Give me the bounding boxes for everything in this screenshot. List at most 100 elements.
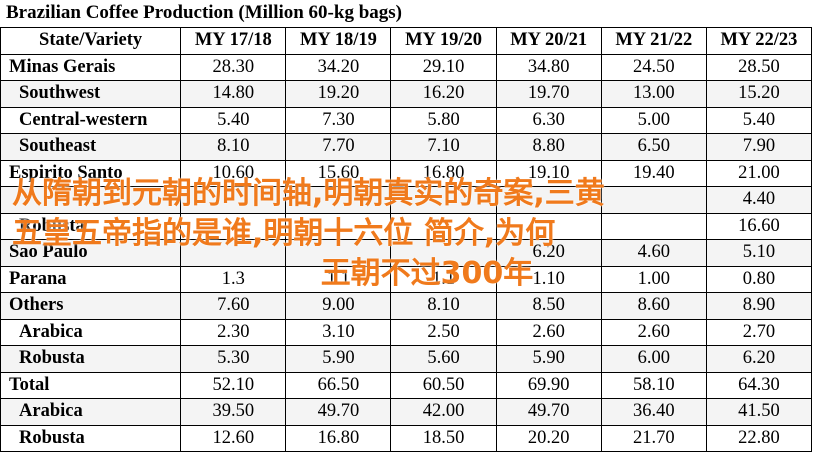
table-row: Espirito Santo 10.60 15.60 16.80 19.10 19.40 2… bbox=[0, 159, 813, 187]
table-cell: 5.10 bbox=[705, 239, 813, 267]
row-label: Others bbox=[0, 292, 182, 320]
row-label: Southwest bbox=[0, 80, 182, 108]
table-cell: 39.50 bbox=[180, 398, 287, 426]
table-cell: 8.80 bbox=[495, 133, 602, 161]
column-header: MY 21/22 bbox=[600, 27, 707, 55]
table-cell: 1.3 bbox=[180, 265, 287, 293]
table-cell: 16.20 bbox=[390, 80, 497, 108]
table-cell: 6.00 bbox=[600, 345, 707, 373]
table-cell: 3.10 bbox=[285, 318, 392, 346]
table-row: Southeast 8.10 7.70 7.10 8.80 6.50 7.90 bbox=[0, 133, 813, 161]
table-row: Total 52.10 66.50 60.50 69.90 58.10 64.30 bbox=[0, 371, 813, 399]
table-cell: 41.50 bbox=[705, 398, 813, 426]
table-row: Central-western 5.40 7.30 5.80 6.30 5.00 5.40 bbox=[0, 106, 813, 134]
table-cell: 1.1 bbox=[285, 265, 392, 293]
table-cell: 5.40 bbox=[705, 106, 813, 134]
table-cell: 19.20 bbox=[285, 80, 392, 108]
row-label: Arabica bbox=[0, 398, 182, 426]
table-cell: 7.70 bbox=[285, 133, 392, 161]
table-cell bbox=[390, 212, 497, 240]
table-cell: 7.90 bbox=[705, 133, 813, 161]
table-cell: 9.00 bbox=[285, 292, 392, 320]
table-title: Brazilian Coffee Production (Million 60-… bbox=[6, 2, 402, 23]
table-cell: 69.90 bbox=[495, 371, 602, 399]
table-cell bbox=[285, 186, 392, 214]
table-cell: 21.70 bbox=[600, 424, 707, 452]
table-cell: 16.60 bbox=[705, 212, 813, 240]
table-cell: 5.90 bbox=[495, 345, 602, 373]
table-cell: 2.60 bbox=[600, 318, 707, 346]
table-cell: 19.40 bbox=[600, 159, 707, 187]
row-label: Robusta bbox=[0, 424, 182, 452]
table-cell: 1.1 bbox=[390, 265, 497, 293]
table-cell: 8.60 bbox=[600, 292, 707, 320]
table-cell: 10.60 bbox=[180, 159, 287, 187]
table-cell: 5.30 bbox=[180, 345, 287, 373]
table-cell: 13.00 bbox=[600, 80, 707, 108]
table-header-row: State/Variety MY 17/18 MY 18/19 MY 19/20… bbox=[0, 27, 813, 55]
coffee-production-table: State/Variety MY 17/18 MY 18/19 MY 19/20… bbox=[0, 27, 813, 452]
column-header: MY 20/21 bbox=[495, 27, 602, 55]
row-label: Minas Gerais bbox=[0, 53, 182, 81]
table-cell: 49.70 bbox=[495, 398, 602, 426]
table-cell: 5.40 bbox=[180, 106, 287, 134]
table-cell: 2.70 bbox=[705, 318, 813, 346]
table-cell: 19.70 bbox=[495, 80, 602, 108]
column-header: MY 17/18 bbox=[180, 27, 287, 55]
column-header: MY 18/19 bbox=[285, 27, 392, 55]
table-cell: 2.50 bbox=[390, 318, 497, 346]
table-row: Robusta 16.60 bbox=[0, 212, 813, 240]
row-label: Robusta bbox=[0, 345, 182, 373]
table-cell: 49.70 bbox=[285, 398, 392, 426]
table-row: Robusta 5.30 5.90 5.60 5.90 6.00 6.20 bbox=[0, 345, 813, 373]
table-cell: 19.10 bbox=[495, 159, 602, 187]
table-cell: 36.40 bbox=[600, 398, 707, 426]
table-cell bbox=[390, 186, 497, 214]
table-cell: 5.90 bbox=[285, 345, 392, 373]
table-cell: 2.60 bbox=[495, 318, 602, 346]
table-cell: 16.80 bbox=[390, 159, 497, 187]
table-cell: 7.30 bbox=[285, 106, 392, 134]
table-cell: 2.30 bbox=[180, 318, 287, 346]
row-label: Espirito Santo bbox=[0, 159, 182, 187]
table-cell: 7.10 bbox=[390, 133, 497, 161]
table-cell bbox=[390, 239, 497, 267]
table-cell: 29.10 bbox=[390, 53, 497, 81]
table-cell: 34.20 bbox=[285, 53, 392, 81]
column-header: State/Variety bbox=[0, 27, 182, 55]
table-cell: 7.60 bbox=[180, 292, 287, 320]
row-label: Total bbox=[0, 371, 182, 399]
table-cell: 1.10 bbox=[495, 265, 602, 293]
table-cell: 22.80 bbox=[705, 424, 813, 452]
row-label: Robusta bbox=[0, 212, 182, 240]
table-cell: 18.50 bbox=[390, 424, 497, 452]
table-cell: 21.00 bbox=[705, 159, 813, 187]
table-cell: 4.60 bbox=[600, 239, 707, 267]
table-row: Parana 1.3 1.1 1.1 1.10 1.00 0.80 bbox=[0, 265, 813, 293]
row-label: Sao Paulo bbox=[0, 239, 182, 267]
table-cell: 4.40 bbox=[705, 186, 813, 214]
table-row: Southwest 14.80 19.20 16.20 19.70 13.00 15.20 bbox=[0, 80, 813, 108]
row-label: Central-western bbox=[0, 106, 182, 134]
table-cell: 60.50 bbox=[390, 371, 497, 399]
table-cell: 28.50 bbox=[705, 53, 813, 81]
table-cell: 15.20 bbox=[705, 80, 813, 108]
row-label: Southeast bbox=[0, 133, 182, 161]
table-cell: 58.10 bbox=[600, 371, 707, 399]
table-row: 4.40 bbox=[0, 186, 813, 214]
table-cell: 52.10 bbox=[180, 371, 287, 399]
table-cell: 8.50 bbox=[495, 292, 602, 320]
table-cell: 64.30 bbox=[705, 371, 813, 399]
table-cell: 16.80 bbox=[285, 424, 392, 452]
row-label: Parana bbox=[0, 265, 182, 293]
table-cell: 8.10 bbox=[390, 292, 497, 320]
table-cell bbox=[285, 239, 392, 267]
table-cell: 24.50 bbox=[600, 53, 707, 81]
table-cell: 5.60 bbox=[390, 345, 497, 373]
table-row: Sao Paulo 6.20 4.60 5.10 bbox=[0, 239, 813, 267]
table-cell bbox=[495, 186, 602, 214]
table-cell bbox=[285, 212, 392, 240]
table-row: Others 7.60 9.00 8.10 8.50 8.60 8.90 bbox=[0, 292, 813, 320]
table-cell: 42.00 bbox=[390, 398, 497, 426]
table-cell: 12.60 bbox=[180, 424, 287, 452]
